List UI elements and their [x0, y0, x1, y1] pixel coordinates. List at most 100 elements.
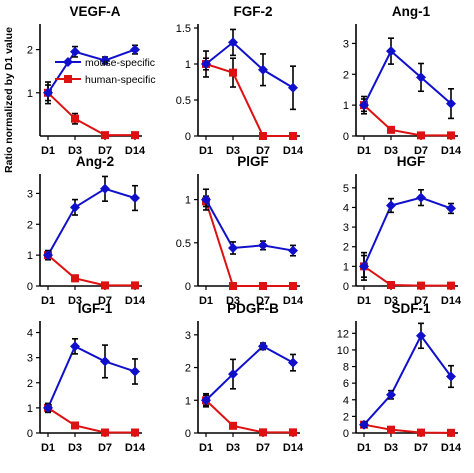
data-point-mouse-specific-igf-1	[70, 341, 80, 352]
data-point-mouse-specific-pdgf-b	[288, 357, 298, 368]
data-point-mouse-specific-hgf	[386, 200, 396, 211]
x-tick-label-hgf-d7: D7	[414, 295, 428, 307]
x-tick-label-vegf-a-d7: D7	[98, 145, 112, 157]
panel-ang-2: 0 1 2 3 D1 D3 D7 D14 Ang-2	[27, 154, 146, 307]
x-tick-label-plgf-d7: D7	[256, 295, 270, 307]
panel-vegf-a: 1 2 D1 D3 D7 D14 VEGF-A	[27, 4, 146, 157]
y-tick-label-fgf-2: 0.5	[176, 95, 191, 107]
y-tick-label-igf-1: 3	[27, 353, 33, 365]
data-point-human-specific-plgf	[229, 282, 237, 290]
legend: mouse-specific human-specific	[55, 57, 156, 86]
x-tick-label-pdgf-b-d3: D3	[226, 442, 240, 454]
panel-title-vegf-a: VEGF-A	[69, 4, 120, 19]
y-tick-label-sdf-1: 8	[343, 362, 349, 374]
data-point-mouse-specific-ang-2	[100, 183, 110, 194]
panel-title-plgf: PlGF	[237, 154, 269, 169]
panel-title-ang-2: Ang-2	[76, 154, 114, 169]
data-point-human-specific-pdgf-b	[229, 421, 237, 430]
data-point-mouse-specific-igf-1	[130, 366, 140, 377]
legend-marker-mouse-specific	[63, 57, 73, 67]
data-point-human-specific-fgf-2	[259, 132, 267, 140]
y-tick-label-pdgf-b: 1	[185, 395, 191, 407]
y-tick-label-ang-2: 2	[27, 219, 33, 231]
data-point-mouse-specific-sdf-1	[416, 330, 426, 341]
legend-label-mouse-specific: mouse-specific	[85, 57, 155, 69]
y-tick-label-ang-2: 3	[27, 188, 33, 200]
y-tick-label-vegf-a: 2	[27, 45, 33, 57]
data-point-human-specific-fgf-2	[289, 132, 297, 140]
y-tick-label-igf-1: 1	[27, 403, 33, 415]
series-line-human-specific-ang-2	[47, 254, 135, 287]
x-tick-label-ang-1-d7: D7	[414, 145, 428, 157]
panel-title-hgf: HGF	[397, 154, 426, 169]
panel-title-pdgf-b: PDGF-B	[227, 301, 279, 316]
y-axis-label: Ratio normalized by D1 value	[3, 27, 15, 173]
data-point-mouse-specific-pdgf-b	[228, 369, 238, 380]
data-point-mouse-specific-pdgf-b	[258, 341, 268, 352]
data-point-mouse-specific-pdgf-b	[201, 395, 211, 406]
series-line-human-specific-pdgf-b	[205, 399, 293, 434]
data-point-mouse-specific-vegf-a	[43, 87, 53, 98]
x-tick-label-pdgf-b-d7: D7	[256, 442, 270, 454]
x-tick-label-ang-2-d7: D7	[98, 295, 112, 307]
x-tick-label-pdgf-b-d1: D1	[199, 442, 213, 454]
x-tick-label-ang-1-d1: D1	[357, 145, 371, 157]
series-line-human-specific-vegf-a	[47, 92, 135, 137]
y-tick-label-sdf-1: 0	[343, 428, 349, 440]
y-tick-label-hgf: 5	[343, 183, 349, 195]
panel-title-sdf-1: SDF-1	[391, 301, 430, 316]
panel-title-ang-1: Ang-1	[392, 4, 431, 19]
x-tick-label-vegf-a-d14: D14	[125, 145, 146, 157]
data-point-mouse-specific-fgf-2	[258, 64, 268, 75]
data-point-mouse-specific-ang-2	[43, 250, 53, 261]
legend-marker-human-specific	[64, 75, 72, 83]
y-tick-label-sdf-1: 2	[343, 411, 349, 423]
data-point-human-specific-vegf-a	[131, 131, 139, 140]
data-point-human-specific-ang-2	[131, 281, 139, 290]
data-point-mouse-specific-ang-1	[416, 72, 426, 83]
data-point-mouse-specific-ang-2	[70, 202, 80, 213]
y-tick-label-plgf: 0.5	[176, 238, 191, 250]
data-point-mouse-specific-plgf	[258, 240, 268, 251]
y-tick-label-ang-1: 0	[343, 131, 349, 143]
data-point-human-specific-pdgf-b	[289, 428, 297, 437]
x-tick-label-ang-2-d3: D3	[68, 295, 82, 307]
y-tick-label-igf-1: 4	[27, 328, 33, 340]
y-tick-label-vegf-a: 1	[27, 88, 33, 100]
data-point-human-specific-plgf	[259, 282, 267, 290]
x-tick-label-hgf-d3: D3	[384, 295, 398, 307]
series-line-mouse-specific-sdf-1	[363, 333, 452, 426]
x-tick-label-igf-1-d1: D1	[41, 442, 55, 454]
data-point-human-specific-hgf	[417, 281, 425, 290]
data-point-human-specific-vegf-a	[101, 131, 109, 140]
data-point-human-specific-fgf-2	[229, 68, 237, 77]
x-tick-label-hgf-d1: D1	[357, 295, 371, 307]
data-point-mouse-specific-plgf	[228, 242, 238, 253]
series-line-mouse-specific-ang-2	[47, 187, 136, 256]
series-line-human-specific-igf-1	[47, 407, 135, 434]
y-tick-label-sdf-1: 12	[337, 328, 349, 340]
x-tick-label-vegf-a-d3: D3	[68, 145, 82, 157]
data-point-human-specific-sdf-1	[387, 425, 395, 434]
data-point-human-specific-ang-1	[417, 131, 425, 140]
data-point-mouse-specific-plgf	[288, 245, 298, 256]
y-tick-label-pdgf-b: 3	[185, 330, 191, 342]
data-point-mouse-specific-hgf	[359, 261, 369, 272]
series-line-mouse-specific-fgf-2	[205, 41, 294, 89]
data-point-human-specific-ang-1	[447, 131, 455, 140]
series-line-human-specific-plgf	[205, 201, 293, 287]
y-tick-label-hgf: 3	[343, 222, 349, 234]
data-point-mouse-specific-ang-2	[130, 193, 140, 204]
data-point-mouse-specific-ang-1	[386, 46, 396, 57]
x-tick-label-ang-2-d14: D14	[125, 295, 146, 307]
data-point-human-specific-vegf-a	[71, 114, 79, 123]
y-tick-label-sdf-1: 10	[337, 345, 349, 357]
panel-plgf: 0 0.5 1 D1 D3 D7 D14 PlGF	[176, 154, 304, 307]
y-tick-label-hgf: 2	[343, 242, 349, 254]
x-tick-label-plgf-d3: D3	[226, 295, 240, 307]
panel-pdgf-b: 0 1 2 3 D1 D3 D7 D14 PDGF-B	[185, 301, 304, 454]
data-point-mouse-specific-sdf-1	[359, 419, 369, 430]
y-tick-label-hgf: 1	[343, 261, 349, 273]
panel-fgf-2: 0 0.5 1 1.5 D1 D3 D7 D14 FGF-2	[176, 4, 304, 157]
